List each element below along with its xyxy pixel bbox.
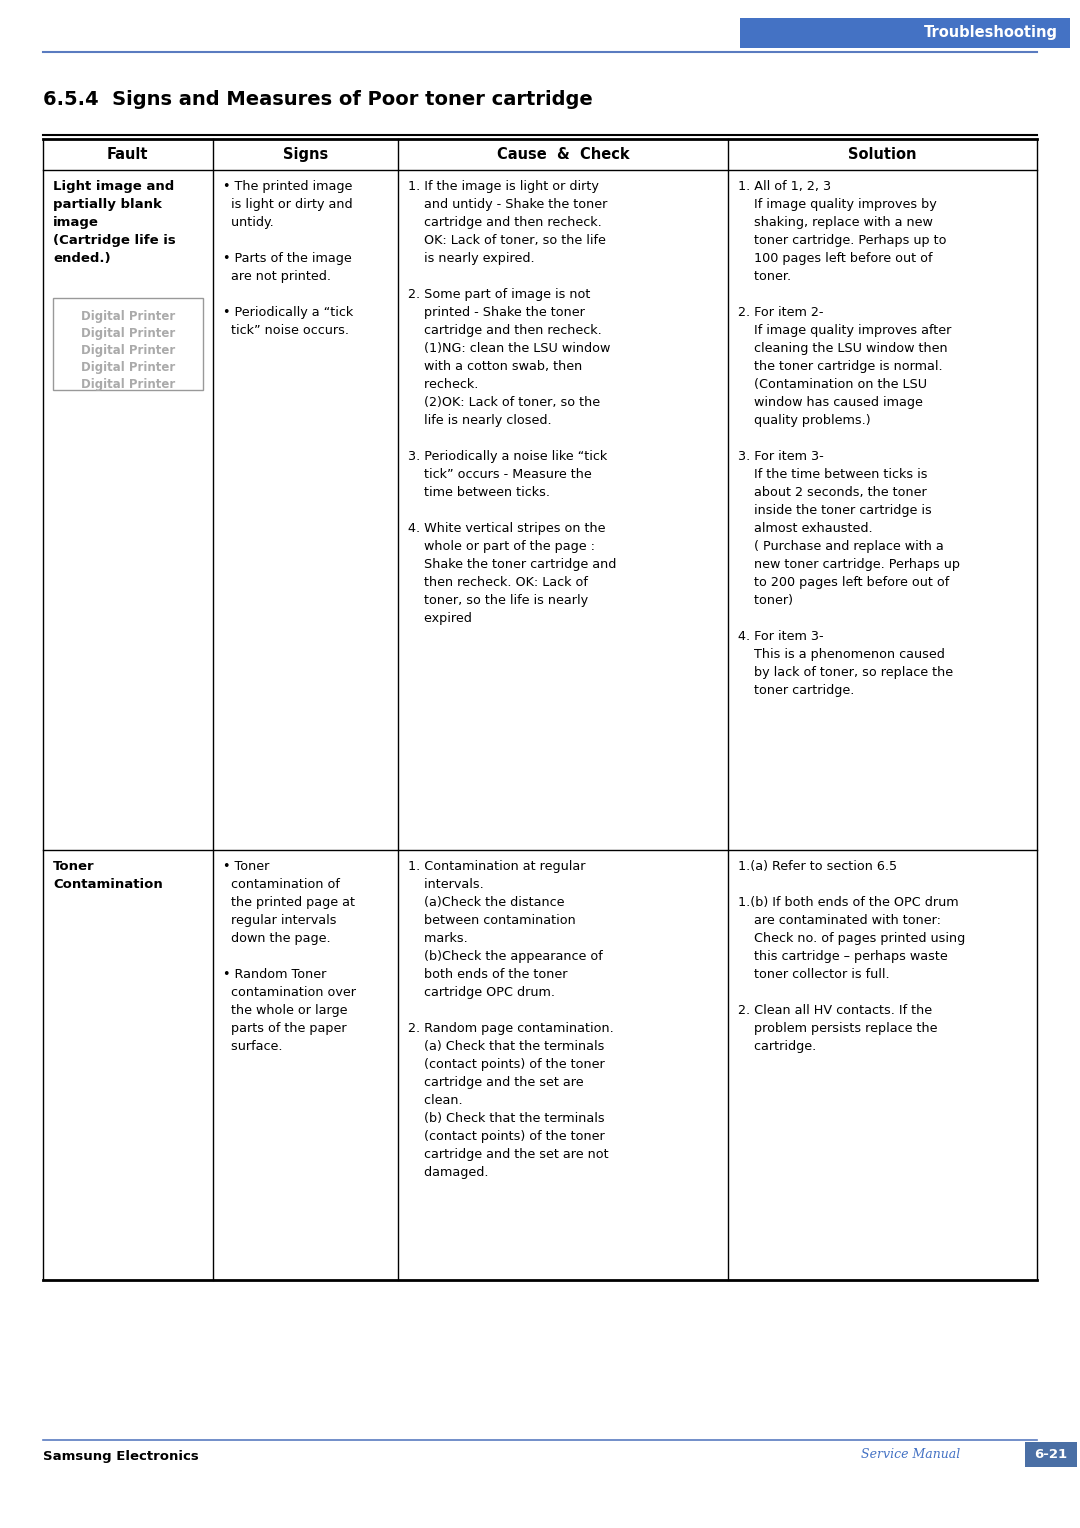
Text: Solution: Solution (849, 147, 917, 162)
Bar (1025, 1442, 1077, 1467)
Text: 1. Contamination at regular
    intervals.
    (a)Check the distance
    between: 1. Contamination at regular intervals. (… (408, 860, 613, 1180)
Text: Fault: Fault (107, 147, 149, 162)
Bar (53, 298, 203, 390)
Text: Samsung Electronics: Samsung Electronics (43, 1450, 199, 1462)
Text: Troubleshooting: Troubleshooting (924, 26, 1058, 41)
Text: 1. If the image is light or dirty
    and untidy - Shake the toner
    cartridge: 1. If the image is light or dirty and un… (408, 180, 617, 625)
Text: Service Manual: Service Manual (861, 1447, 960, 1461)
Text: • The printed image
  is light or dirty and
  untidy.

• Parts of the image
  ar: • The printed image is light or dirty an… (222, 180, 353, 338)
Text: Signs: Signs (283, 147, 328, 162)
Text: Toner
Contamination: Toner Contamination (53, 860, 163, 891)
Text: Digital Printer: Digital Printer (81, 310, 175, 322)
Bar (740, 18, 1070, 47)
Text: • Toner
  contamination of
  the printed page at
  regular intervals
  down the : • Toner contamination of the printed pag… (222, 860, 355, 1053)
Text: Digital Printer: Digital Printer (81, 361, 175, 374)
Text: Cause  &  Check: Cause & Check (497, 147, 630, 162)
Text: Digital Printer: Digital Printer (81, 377, 175, 391)
Text: Digital Printer: Digital Printer (81, 327, 175, 341)
Text: Digital Printer: Digital Printer (81, 344, 175, 358)
Text: 1. All of 1, 2, 3
    If image quality improves by
    shaking, replace with a n: 1. All of 1, 2, 3 If image quality impro… (739, 180, 960, 697)
Text: Light image and
partially blank
image
(Cartridge life is
ended.): Light image and partially blank image (C… (53, 180, 176, 264)
Text: 6-21: 6-21 (1035, 1449, 1067, 1461)
Text: 6.5.4  Signs and Measures of Poor toner cartridge: 6.5.4 Signs and Measures of Poor toner c… (43, 90, 593, 108)
Text: 1.(a) Refer to section 6.5

1.(b) If both ends of the OPC drum
    are contamina: 1.(a) Refer to section 6.5 1.(b) If both… (739, 860, 966, 1053)
